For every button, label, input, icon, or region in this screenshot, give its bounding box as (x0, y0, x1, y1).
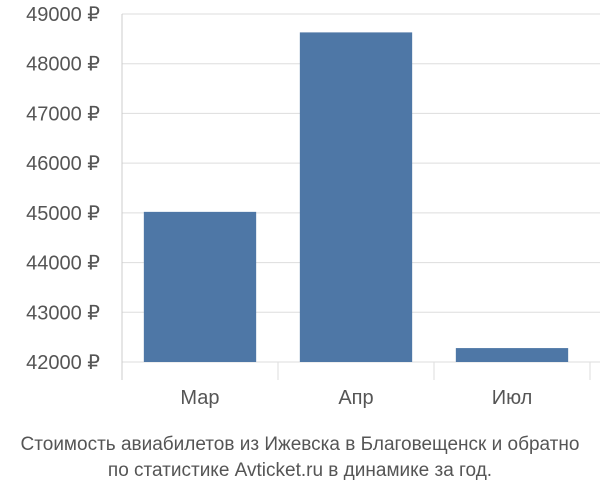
x-tick-label: Июл (492, 387, 533, 409)
caption-line-1: Стоимость авиабилетов из Ижевска в Благо… (20, 434, 580, 455)
bar (455, 348, 569, 362)
y-tick-label: 42000 ₽ (26, 352, 100, 374)
y-tick-label: 48000 ₽ (26, 54, 100, 76)
y-tick-label: 43000 ₽ (26, 302, 100, 324)
y-tick-label: 49000 ₽ (26, 4, 100, 26)
y-tick-label: 44000 ₽ (26, 253, 100, 275)
y-tick-label: 46000 ₽ (26, 153, 100, 175)
x-tick-label: Апр (338, 387, 373, 409)
bar (299, 32, 413, 362)
chart-caption: Стоимость авиабилетов из Ижевска в Благо… (0, 432, 600, 484)
y-tick-label: 45000 ₽ (26, 203, 100, 225)
bars (143, 32, 569, 362)
x-tick-label: Мар (180, 387, 219, 409)
bar (143, 211, 257, 362)
axes: 42000 ₽ 43000 ₽ 44000 ₽ 45000 ₽ 46000 ₽ 47000… (26, 4, 591, 409)
y-tick-label: 47000 ₽ (26, 103, 100, 125)
caption-line-2: по статистике Avticket.ru в динамике за … (107, 460, 493, 481)
